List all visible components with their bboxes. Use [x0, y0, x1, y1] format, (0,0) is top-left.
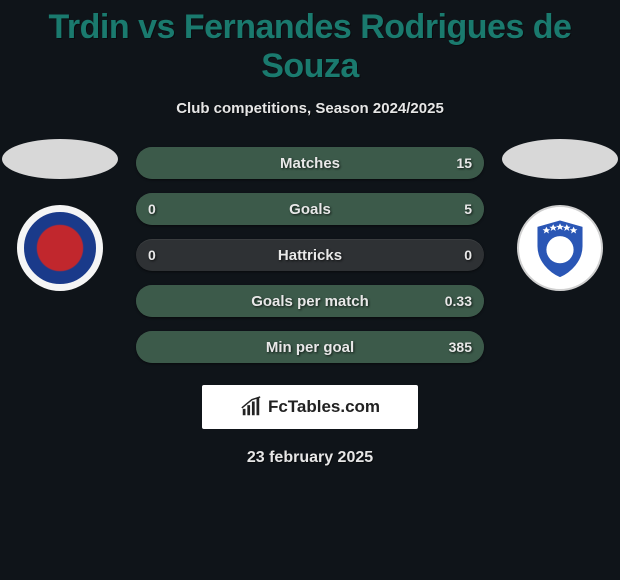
stat-row: Goals per match 0.33: [136, 285, 484, 317]
stat-right-value: 385: [449, 339, 472, 355]
shield-icon: [526, 214, 594, 282]
stat-right-value: 0.33: [445, 293, 472, 309]
player-left-avatar: [2, 139, 118, 179]
stat-row: 0 Hattricks 0: [136, 239, 484, 271]
stat-right-value: 15: [456, 155, 472, 171]
club-right-badge: [517, 205, 603, 291]
stat-label: Matches: [280, 155, 340, 172]
stat-row: Matches 15: [136, 147, 484, 179]
stat-left-value: 0: [148, 201, 156, 217]
club-left-badge: [17, 205, 103, 291]
brand-box[interactable]: FcTables.com: [202, 385, 418, 429]
comparison-body: Matches 15 0 Goals 5 0 Hattricks 0 Goals per mat…: [0, 147, 620, 363]
stat-right-value: 0: [464, 247, 472, 263]
stats-list: Matches 15 0 Goals 5 0 Hattricks 0 Goals per mat…: [136, 147, 484, 363]
player-left-column: [0, 139, 120, 291]
date-text: 23 february 2025: [0, 449, 620, 467]
brand-text: FcTables.com: [268, 397, 380, 417]
page-title: Trdin vs Fernandes Rodrigues de Souza: [0, 0, 620, 86]
stat-row: 0 Goals 5: [136, 193, 484, 225]
chart-icon: [240, 396, 262, 418]
subtitle: Club competitions, Season 2024/2025: [0, 100, 620, 117]
stat-label: Goals per match: [251, 293, 369, 310]
comparison-card: Trdin vs Fernandes Rodrigues de Souza Cl…: [0, 0, 620, 467]
player-right-column: [500, 139, 620, 291]
stat-label: Goals: [289, 201, 331, 218]
stat-label: Min per goal: [266, 339, 354, 356]
stat-label: Hattricks: [278, 247, 342, 264]
stat-row: Min per goal 385: [136, 331, 484, 363]
stat-right-value: 5: [464, 201, 472, 217]
stat-left-value: 0: [148, 247, 156, 263]
player-right-avatar: [502, 139, 618, 179]
